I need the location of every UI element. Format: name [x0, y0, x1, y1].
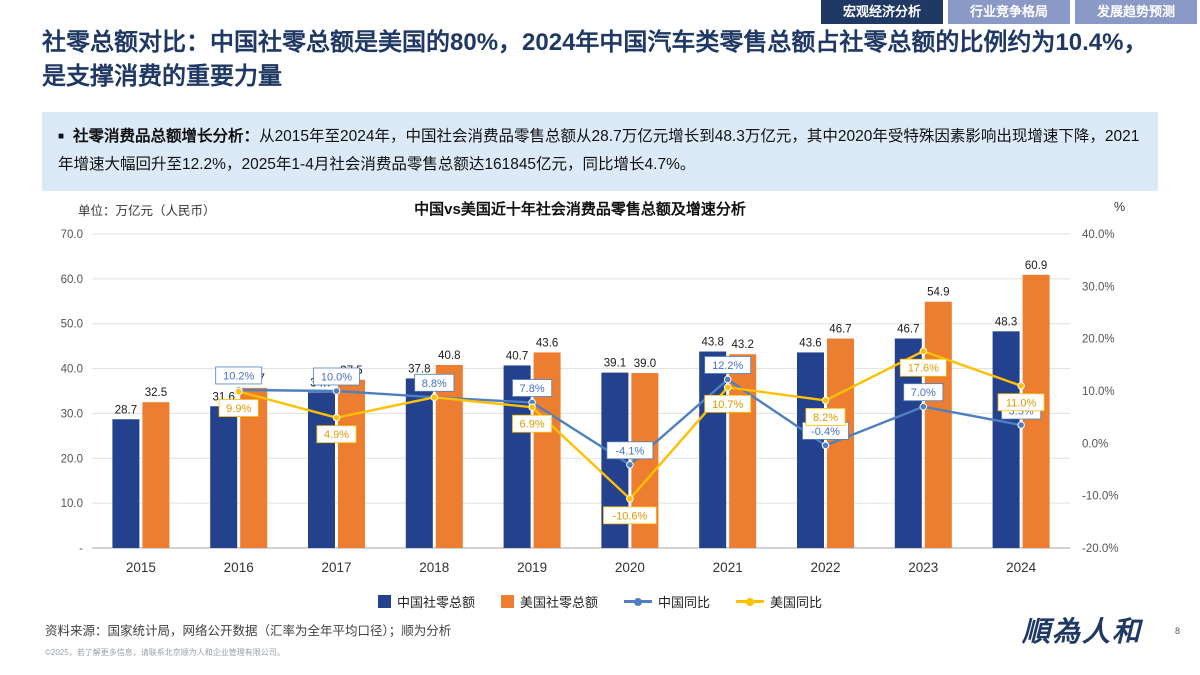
- svg-text:11.0%: 11.0%: [1006, 397, 1037, 409]
- svg-text:46.7: 46.7: [829, 324, 851, 336]
- svg-text:43.2: 43.2: [732, 339, 754, 351]
- svg-text:30.0%: 30.0%: [1082, 281, 1115, 293]
- svg-text:20.0: 20.0: [61, 453, 83, 465]
- china-bar-swatch: [377, 595, 391, 608]
- svg-text:10.2%: 10.2%: [223, 370, 254, 382]
- china-line-swatch: [624, 600, 652, 603]
- svg-text:8.8%: 8.8%: [422, 378, 447, 390]
- chart-unit-label: 单位：万亿元（人民币）: [78, 204, 216, 218]
- svg-text:54.9: 54.9: [927, 287, 949, 299]
- svg-text:10.0%: 10.0%: [321, 372, 352, 384]
- svg-text:2018: 2018: [419, 560, 449, 575]
- svg-text:40.0: 40.0: [61, 364, 83, 376]
- chart-legend: 中国社零总额 美国社零总额 中国同比 美国同比: [0, 592, 1200, 611]
- svg-text:46.7: 46.7: [897, 324, 919, 336]
- legend-label-us-total: 美国社零总额: [519, 595, 598, 610]
- nav-tabs: 宏观经济分析 行业竞争格局 发展趋势预测: [820, 0, 1197, 24]
- svg-text:9.9%: 9.9%: [226, 403, 251, 415]
- svg-text:4.9%: 4.9%: [324, 429, 349, 441]
- us-line-swatch: [736, 600, 765, 603]
- svg-text:40.7: 40.7: [506, 350, 528, 362]
- svg-text:10.7%: 10.7%: [712, 399, 743, 411]
- svg-text:2020: 2020: [615, 560, 645, 575]
- svg-text:43.6: 43.6: [799, 337, 821, 349]
- legend-item-china-total: 中国社零总额: [377, 592, 475, 611]
- svg-text:70.0: 70.0: [61, 229, 83, 241]
- svg-text:40.8: 40.8: [438, 350, 460, 362]
- svg-text:2015: 2015: [126, 560, 156, 575]
- svg-text:-20.0%: -20.0%: [1082, 543, 1118, 555]
- svg-text:10.0%: 10.0%: [1082, 386, 1115, 398]
- svg-text:60.0: 60.0: [61, 274, 83, 286]
- summary-lead: 社零消费品总额增长分析：: [73, 128, 260, 145]
- legend-label-china-yoy: 中国同比: [658, 595, 711, 610]
- svg-text:32.5: 32.5: [145, 387, 167, 399]
- company-logo: 順為人和: [1021, 617, 1142, 648]
- tab-trend-forecast[interactable]: 发展趋势预测: [1074, 0, 1197, 24]
- chart-title: 中国vs美国近十年社会消费品零售总额及增速分析: [414, 201, 746, 218]
- svg-text:39.0: 39.0: [634, 358, 656, 370]
- summary-text: 从2015年至2024年，中国社会消费品零售总额从28.7万亿元增长到48.3万…: [58, 128, 1140, 173]
- svg-text:37.8: 37.8: [408, 363, 430, 375]
- summary-box: ■ 社零消费品总额增长分析：从2015年至2024年，中国社会消费品零售总额从28…: [42, 112, 1158, 192]
- tab-macro-economy[interactable]: 宏观经济分析: [820, 0, 943, 24]
- tab-industry-competition[interactable]: 行业竞争格局: [947, 0, 1070, 24]
- svg-text:-10.6%: -10.6%: [612, 510, 647, 522]
- svg-text:-10.0%: -10.0%: [1082, 491, 1118, 503]
- legend-label-china-total: 中国社零总额: [396, 595, 475, 610]
- bullet-square-icon: ■: [58, 131, 65, 142]
- legend-item-us-total: 美国社零总额: [500, 592, 598, 611]
- svg-text:2023: 2023: [908, 560, 938, 575]
- legend-item-us-yoy: 美国同比: [736, 592, 822, 611]
- svg-text:39.1: 39.1: [604, 358, 626, 370]
- svg-text:40.0%: 40.0%: [1082, 229, 1115, 241]
- svg-text:28.7: 28.7: [115, 404, 137, 416]
- svg-text:2022: 2022: [810, 560, 840, 575]
- svg-text:8.2%: 8.2%: [813, 412, 838, 424]
- chart-canvas: - 10.0 20.0 30.0 40.0 50.0 60.0 70.0 -20.0% -10.0…: [61, 229, 1119, 575]
- chart-right-axis-label: %: [1114, 200, 1126, 214]
- svg-text:6.9%: 6.9%: [520, 419, 545, 431]
- svg-text:43.8: 43.8: [702, 337, 724, 349]
- svg-text:2017: 2017: [321, 560, 351, 575]
- svg-text:2021: 2021: [713, 560, 743, 575]
- svg-text:-0.4%: -0.4%: [811, 426, 840, 438]
- page-number: 8: [1174, 626, 1180, 636]
- svg-text:48.3: 48.3: [995, 316, 1017, 328]
- svg-text:12.2%: 12.2%: [712, 360, 743, 372]
- svg-text:-4.1%: -4.1%: [616, 445, 645, 457]
- svg-text:7.8%: 7.8%: [520, 383, 545, 395]
- svg-text:2019: 2019: [517, 560, 547, 575]
- svg-text:10.0: 10.0: [61, 498, 83, 510]
- legend-item-china-yoy: 中国同比: [624, 592, 710, 611]
- page-title: 社零总额对比：中国社零总额是美国的80%，2024年中国汽车类零售总额占社零总额…: [42, 29, 1148, 91]
- source-note: 资料来源：国家统计局，网络公开数据（汇率为全年平均口径）；顺为分析: [45, 624, 452, 638]
- us-bar-swatch: [500, 595, 514, 608]
- svg-text:2016: 2016: [224, 560, 254, 575]
- svg-text:0.0%: 0.0%: [1082, 438, 1108, 450]
- svg-text:-: -: [79, 543, 83, 555]
- svg-text:17.6%: 17.6%: [908, 363, 939, 375]
- svg-text:7.0%: 7.0%: [911, 387, 936, 399]
- svg-text:2024: 2024: [1006, 560, 1037, 575]
- copyright-note: ©2025，若了解更多信息，请联系北京顺为人和企业管理有限公司。: [45, 648, 285, 657]
- svg-text:60.9: 60.9: [1025, 260, 1047, 272]
- svg-text:50.0: 50.0: [61, 319, 83, 331]
- legend-label-us-yoy: 美国同比: [770, 595, 823, 610]
- svg-text:20.0%: 20.0%: [1082, 334, 1115, 346]
- svg-text:43.6: 43.6: [536, 337, 558, 349]
- svg-text:30.0: 30.0: [61, 408, 83, 420]
